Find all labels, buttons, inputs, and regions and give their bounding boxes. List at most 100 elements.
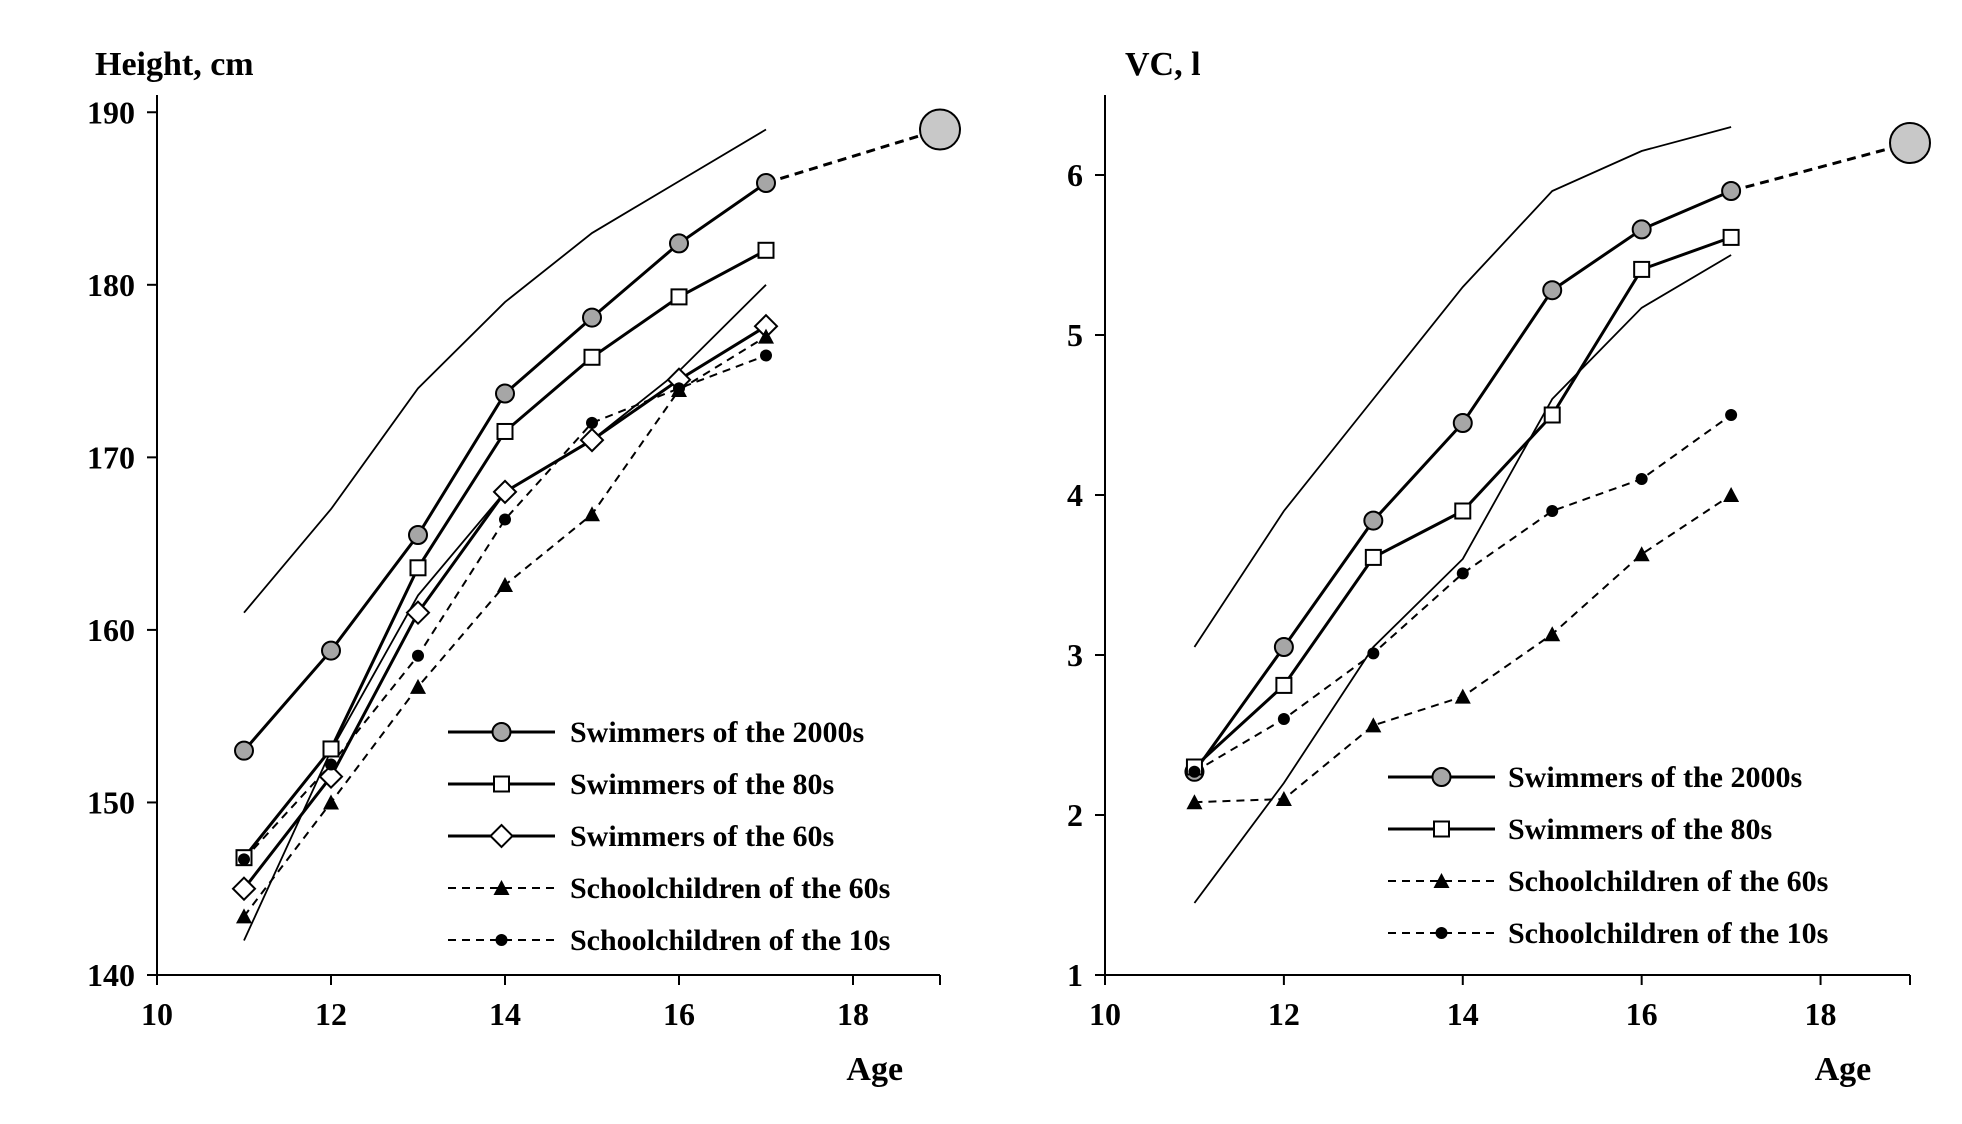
point-swimmers-of-the-80s (757, 241, 775, 259)
legend-marker (491, 722, 512, 742)
legend-marker (1431, 767, 1452, 787)
legend: Swimmers of the 2000s Swimmers of the 80s… (448, 716, 890, 957)
y-tick-label: 170 (87, 439, 135, 475)
legend-label: Swimmers of the 2000s (1508, 761, 1802, 794)
point-schoolchildren-of-the-60s (1454, 688, 1471, 704)
series-line-swimmers-of-the-80s (242, 248, 767, 859)
point-schoolchildren-of-the-10s (1546, 505, 1559, 517)
series-line-swimmers-of-the-2000s (1193, 189, 1732, 773)
point-schoolchildren-of-the-10s (1725, 409, 1738, 421)
point-swimmers-of-the-2000s (1631, 219, 1652, 240)
legend-marker (493, 775, 510, 793)
legend-label: Schoolchildren of the 10s (570, 924, 890, 957)
point-swimmers-of-the-80s (322, 740, 340, 758)
x-tick-label: 18 (1805, 996, 1837, 1032)
point-schoolchildren-of-the-60s (1544, 626, 1561, 642)
point-schoolchildren-of-the-60s (584, 506, 600, 522)
y-tick-label: 6 (1067, 157, 1083, 193)
y-tick-label: 4 (1067, 477, 1083, 513)
point-swimmers-of-the-2000s (1452, 413, 1473, 433)
point-swimmers-of-the-80s (583, 348, 601, 366)
point-schoolchildren-of-the-10s (325, 758, 337, 771)
point-schoolchildren-of-the-60s (758, 328, 774, 344)
point-swimmers-of-the-60s (405, 600, 431, 626)
series-line-projection (765, 128, 941, 185)
y-tick-label: 2 (1067, 797, 1083, 833)
y-tick-label: 5 (1067, 317, 1083, 353)
point-swimmers-of-the-2000s (669, 233, 689, 254)
point-swimmers-of-the-2000s (234, 740, 254, 761)
x-axis-title: Age (1815, 1051, 1872, 1088)
legend-marker (489, 823, 514, 849)
series-line-swimmers-of-the-60s (242, 324, 767, 890)
y-tick-label: 160 (87, 612, 135, 648)
point-swimmers-of-the-80s (670, 288, 688, 306)
point-schoolchildren-of-the-10s (586, 416, 598, 429)
point-swimmers-of-the-60s (492, 479, 518, 505)
point-swimmers-of-the-60s (579, 427, 605, 453)
x-axis-title: Age (846, 1051, 903, 1088)
x-tick-label: 16 (663, 996, 695, 1032)
legend-marker (495, 934, 508, 946)
point-swimmers-of-the-2000s (582, 307, 602, 328)
y-axis-title: Height, cm (95, 46, 254, 83)
point-swimmers-of-the-80s (409, 559, 427, 577)
x-tick-label: 10 (1089, 996, 1121, 1032)
legend-label: Swimmers of the 2000s (570, 716, 864, 749)
point-swimmers-of-the-2000s (321, 640, 341, 661)
y-tick-label: 180 (87, 267, 135, 303)
series-line-lower-bound (1193, 254, 1732, 904)
point-schoolchildren-of-the-60s (1365, 717, 1382, 733)
legend-label: Swimmers of the 80s (1508, 813, 1772, 846)
point-swimmers-of-the-2000s (1542, 280, 1563, 301)
point-schoolchildren-of-the-60s (323, 794, 339, 810)
series-line-upper-bound (1193, 126, 1732, 648)
x-tick-label: 18 (837, 996, 869, 1032)
point-swimmers-of-the-2000s (495, 383, 515, 404)
legend-marker (493, 880, 510, 895)
point-schoolchildren-of-the-10s (1456, 567, 1469, 580)
point-swimmers-of-the-2000s (1273, 637, 1294, 657)
x-tick-label: 12 (1268, 996, 1300, 1032)
point-schoolchildren-of-the-10s (1277, 713, 1290, 725)
x-tick-label: 14 (489, 996, 521, 1032)
y-tick-label: 140 (87, 957, 135, 993)
point-schoolchildren-of-the-60s (1275, 791, 1292, 806)
legend-label: Swimmers of the 60s (570, 820, 834, 853)
y-tick-label: 150 (87, 784, 135, 820)
point-swimmers-of-the-60s (231, 876, 257, 902)
point-swimmers-of-the-2000s (408, 525, 428, 545)
point-swimmers-of-the-80s (1543, 406, 1561, 424)
target-point (919, 108, 961, 151)
legend-label: Swimmers of the 80s (570, 768, 834, 801)
y-tick-label: 190 (87, 94, 135, 130)
point-schoolchildren-of-the-60s (1723, 487, 1740, 502)
point-swimmers-of-the-80s (496, 422, 514, 440)
point-schoolchildren-of-the-10s (412, 649, 424, 662)
x-tick-label: 10 (141, 996, 173, 1032)
point-swimmers-of-the-60s (318, 764, 344, 789)
point-schoolchildren-of-the-10s (238, 853, 250, 866)
point-schoolchildren-of-the-10s (1188, 765, 1201, 778)
chart-panel-1: 140 150 160 170 180 190 10 12 14 16 18 Height, cm Ag… (87, 46, 961, 1088)
series-line-upper-bound (243, 128, 767, 614)
legend-label: Schoolchildren of the 60s (1508, 865, 1828, 898)
legend-label: Schoolchildren of the 60s (570, 872, 890, 905)
series-line-swimmers-of-the-80s (1193, 235, 1732, 769)
legend-marker (1433, 820, 1450, 838)
point-schoolchildren-of-the-60s (1186, 794, 1203, 810)
x-tick-label: 16 (1626, 996, 1658, 1032)
point-schoolchildren-of-the-60s (410, 678, 426, 694)
point-schoolchildren-of-the-60s (1633, 546, 1650, 562)
x-tick-label: 12 (315, 996, 347, 1032)
point-schoolchildren-of-the-10s (499, 513, 511, 526)
point-schoolchildren-of-the-10s (760, 349, 772, 362)
legend: Swimmers of the 2000s Swimmers of the 80s… (1388, 761, 1828, 950)
series-line-swimmers-of-the-2000s (242, 181, 767, 752)
point-schoolchildren-of-the-60s (497, 577, 513, 593)
y-axis-title: VC, l (1125, 46, 1201, 83)
x-tick-label: 14 (1447, 996, 1479, 1032)
series-line-schoolchildren-of-the-10s (1193, 414, 1732, 773)
